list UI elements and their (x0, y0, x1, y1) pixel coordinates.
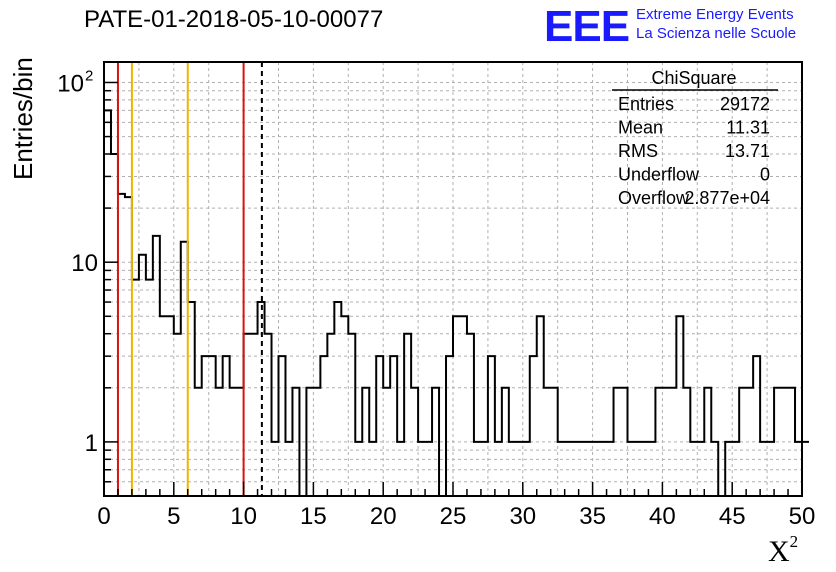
x-tick-label: 10 (230, 503, 257, 530)
x-tick-label: 15 (300, 503, 327, 530)
stats-row-label: Underflow (618, 165, 700, 185)
y-tick-label-sup: 2 (85, 67, 93, 84)
x-axis-label-base: X (768, 535, 790, 568)
x-tick-label: 40 (649, 503, 676, 530)
stats-row-label: Overflow (618, 188, 690, 208)
stats-row-label: Entries (618, 94, 674, 114)
stats-row-label: RMS (618, 141, 658, 161)
y-tick-label: 1 (85, 430, 98, 457)
stats-row-value: 29172 (720, 94, 770, 114)
x-tick-label: 25 (440, 503, 467, 530)
stats-row-value: 0 (760, 165, 770, 185)
eee-logo: EEE (544, 2, 630, 51)
x-axis-label: X2 (768, 532, 798, 569)
histogram-series (104, 109, 809, 497)
logo-line-2: La Scienza nelle Scuole (636, 25, 797, 42)
stats-title: ChiSquare (651, 68, 736, 88)
x-tick-label: 0 (97, 503, 110, 530)
x-axis-label-sup: 2 (789, 532, 799, 551)
y-tick-label: 10 (57, 70, 84, 97)
x-tick-label: 35 (579, 503, 606, 530)
chart-title: PATE-01-2018-05-10-00077 (84, 6, 384, 33)
stats-row-value: 13.71 (725, 141, 770, 161)
x-tick-label: 45 (719, 503, 746, 530)
stats-row-label: Mean (618, 118, 663, 138)
x-tick-label: 50 (789, 503, 816, 530)
stats-row-value: 11.31 (726, 118, 770, 138)
x-tick-label: 30 (509, 503, 536, 530)
x-tick-label: 20 (370, 503, 397, 530)
logo-line-1: Extreme Energy Events (636, 6, 794, 23)
x-tick-label: 5 (167, 503, 180, 530)
y-tick-label: 10 (71, 250, 98, 277)
stats-row-value: 2.877e+04 (684, 188, 770, 208)
